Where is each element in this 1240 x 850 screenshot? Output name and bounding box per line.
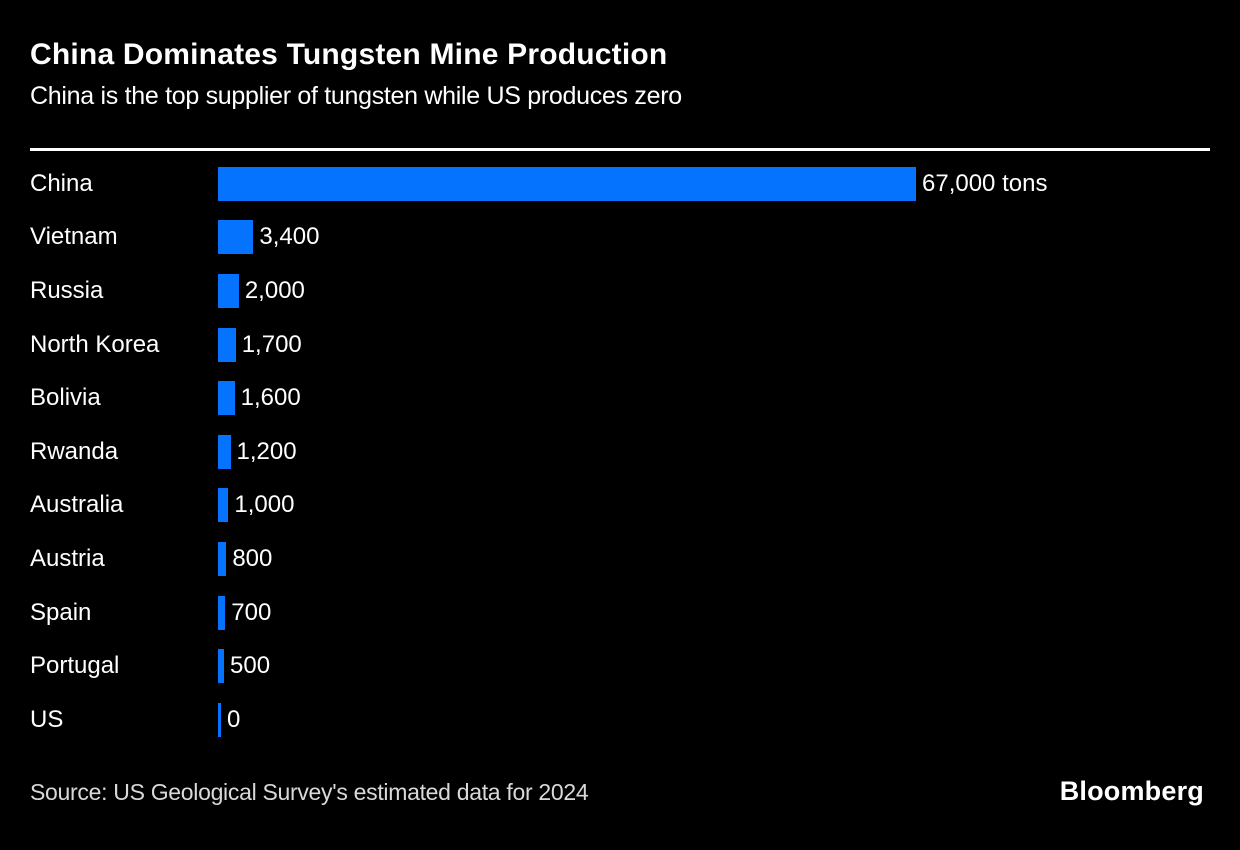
bloomberg-logo: Bloomberg [1059,776,1204,806]
bar-row: US 0 [30,693,1210,747]
value-label: 500 [230,652,271,680]
value-label: 1,600 [240,384,301,412]
category-label: Australia [30,491,124,519]
category-label: North Korea [30,330,160,358]
chart-footer: Source: US Geological Survey's estimated… [30,776,1204,807]
chart-header: China Dominates Tungsten Mine Production… [30,38,1210,111]
value-label: 2,000 [244,276,305,304]
bar-track: 1,700 [218,318,1210,372]
bar-track: 1,200 [218,425,1210,479]
bar-track: 3,400 [218,211,1210,265]
chart-title: China Dominates Tungsten Mine Production [30,38,668,71]
category-label: China [30,169,93,197]
bar-chart: China 67,000 tons Vietnam 3,400 Russia 2,000 N… [30,157,1210,747]
bar [218,649,224,684]
bar-row: Spain 700 [30,586,1210,640]
bar [218,327,236,362]
category-label: Rwanda [30,437,119,465]
chart-subtitle: China is the top supplier of tungsten wh… [30,82,682,110]
bar-track: 1,000 [218,479,1210,533]
bar-row: Bolivia 1,600 [30,371,1210,425]
bar-row: Portugal 500 [30,639,1210,693]
value-label: 3,400 [259,223,320,251]
category-label: Russia [30,276,104,304]
bar [218,595,226,630]
value-label: 800 [232,544,273,572]
value-label: 0 [227,705,241,733]
source-note: Source: US Geological Survey's estimated… [30,779,589,805]
divider-line [30,148,1210,151]
category-label: Portugal [30,652,120,680]
category-label: Austria [30,544,105,572]
bar-row: Russia 2,000 [30,264,1210,318]
bar-track: 2,000 [218,264,1210,318]
bar-row: North Korea 1,700 [30,318,1210,372]
bar-row: Austria 800 [30,532,1210,586]
bar-track: 500 [218,639,1210,693]
bar-track: 800 [218,532,1210,586]
bar [218,541,227,576]
bar-row: Vietnam 3,400 [30,211,1210,265]
bar [218,381,235,416]
bar-track: 0 [218,693,1210,747]
bar-track: 700 [218,586,1210,640]
value-label: 1,000 [234,491,295,519]
bar [218,166,916,201]
bar-track: 1,600 [218,371,1210,425]
bar [218,488,229,523]
value-label: 700 [231,598,272,626]
bar-track: 67,000 tons [218,157,1210,211]
bar [218,434,231,469]
value-label: 1,700 [241,330,302,358]
category-label: Spain [30,598,92,626]
bar [218,273,239,308]
category-label: US [30,705,64,733]
category-label: Bolivia [30,384,101,412]
category-label: Vietnam [30,223,118,251]
bar [218,220,254,255]
bar-row: China 67,000 tons [30,157,1210,211]
value-label: 67,000 tons [922,169,1048,197]
bar-row: Rwanda 1,200 [30,425,1210,479]
bar-row: Australia 1,000 [30,479,1210,533]
bar [218,702,221,737]
value-label: 1,200 [236,437,297,465]
